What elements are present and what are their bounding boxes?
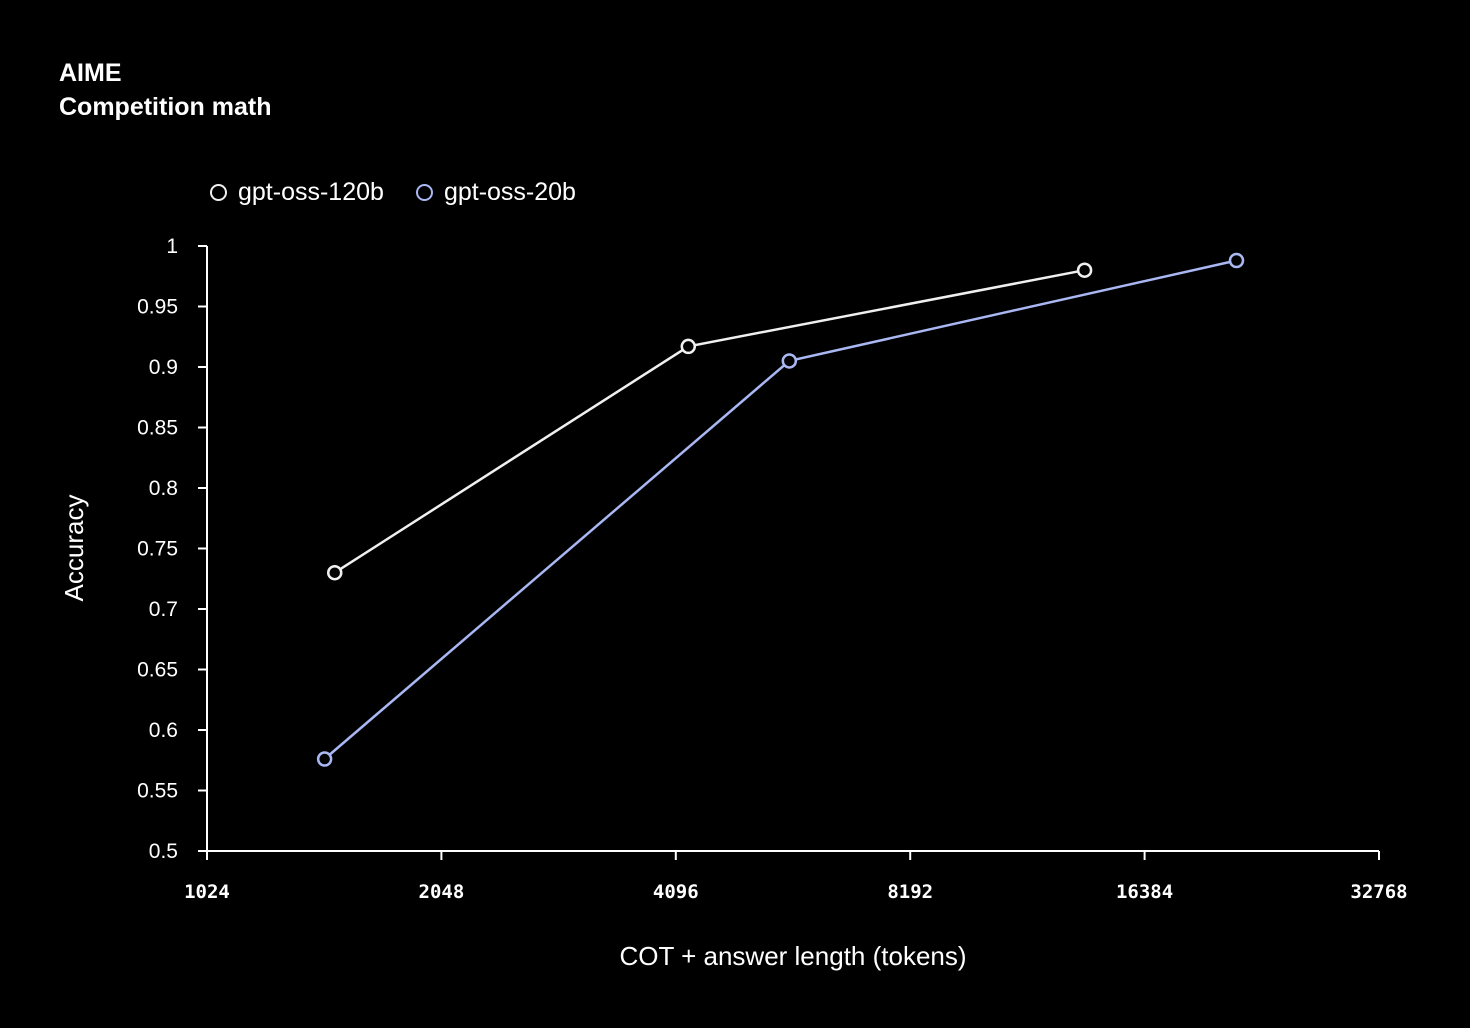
data-point xyxy=(326,564,343,581)
x-tick-label: 8192 xyxy=(887,881,933,903)
data-point xyxy=(1076,262,1093,278)
legend-label-120b: gpt-oss-120b xyxy=(238,178,384,206)
x-tick-label: 2048 xyxy=(419,881,465,903)
series-gpt-oss-120b xyxy=(326,262,1093,581)
data-point xyxy=(680,338,697,355)
y-tick-label: 0.55 xyxy=(137,780,178,803)
series-line xyxy=(323,259,1237,760)
series-layer xyxy=(316,252,1245,767)
chart-subtitle: Competition math xyxy=(59,93,272,121)
chart-title: AIME Competition math xyxy=(59,56,272,124)
legend-item-120b: gpt-oss-120b xyxy=(208,178,384,207)
y-tick-label: 0.5 xyxy=(149,840,178,863)
x-tick-label: 1024 xyxy=(184,881,230,903)
x-tick-label: 16384 xyxy=(1116,881,1173,903)
y-tick-label: 0.7 xyxy=(149,598,178,621)
y-tick-label: 0.6 xyxy=(149,719,178,742)
y-tick-label: 0.75 xyxy=(137,538,178,561)
series-gpt-oss-20b xyxy=(316,252,1245,767)
y-tick-label: 0.8 xyxy=(149,477,178,500)
series-line xyxy=(334,268,1085,574)
axes: 0.5 0.55 0.6 0.65 0.7 0.75 0.8 0.85 0.9 0.95 1 1024… xyxy=(137,235,1407,903)
y-tick-label: 0.95 xyxy=(137,296,178,319)
x-tick-label: 32768 xyxy=(1350,881,1407,903)
legend: gpt-oss-120b gpt-oss-20b xyxy=(208,178,606,207)
data-point xyxy=(781,353,798,369)
y-axis-title: Accuracy xyxy=(59,495,89,602)
x-axis-title: COT + answer length (tokens) xyxy=(619,941,966,971)
data-point xyxy=(316,751,333,767)
legend-marker-120b xyxy=(210,184,227,201)
chart-title-line1: AIME xyxy=(59,59,122,87)
data-point xyxy=(1228,252,1245,269)
y-tick-label: 0.65 xyxy=(137,659,178,682)
legend-marker-20b xyxy=(415,184,433,201)
y-tick-label: 1 xyxy=(166,235,178,258)
x-tick-label: 4096 xyxy=(653,881,699,903)
legend-item-20b: gpt-oss-20b xyxy=(414,178,576,207)
y-tick-label: 0.85 xyxy=(137,417,178,440)
legend-label-20b: gpt-oss-20b xyxy=(443,178,576,206)
y-tick-label: 0.9 xyxy=(149,356,178,379)
